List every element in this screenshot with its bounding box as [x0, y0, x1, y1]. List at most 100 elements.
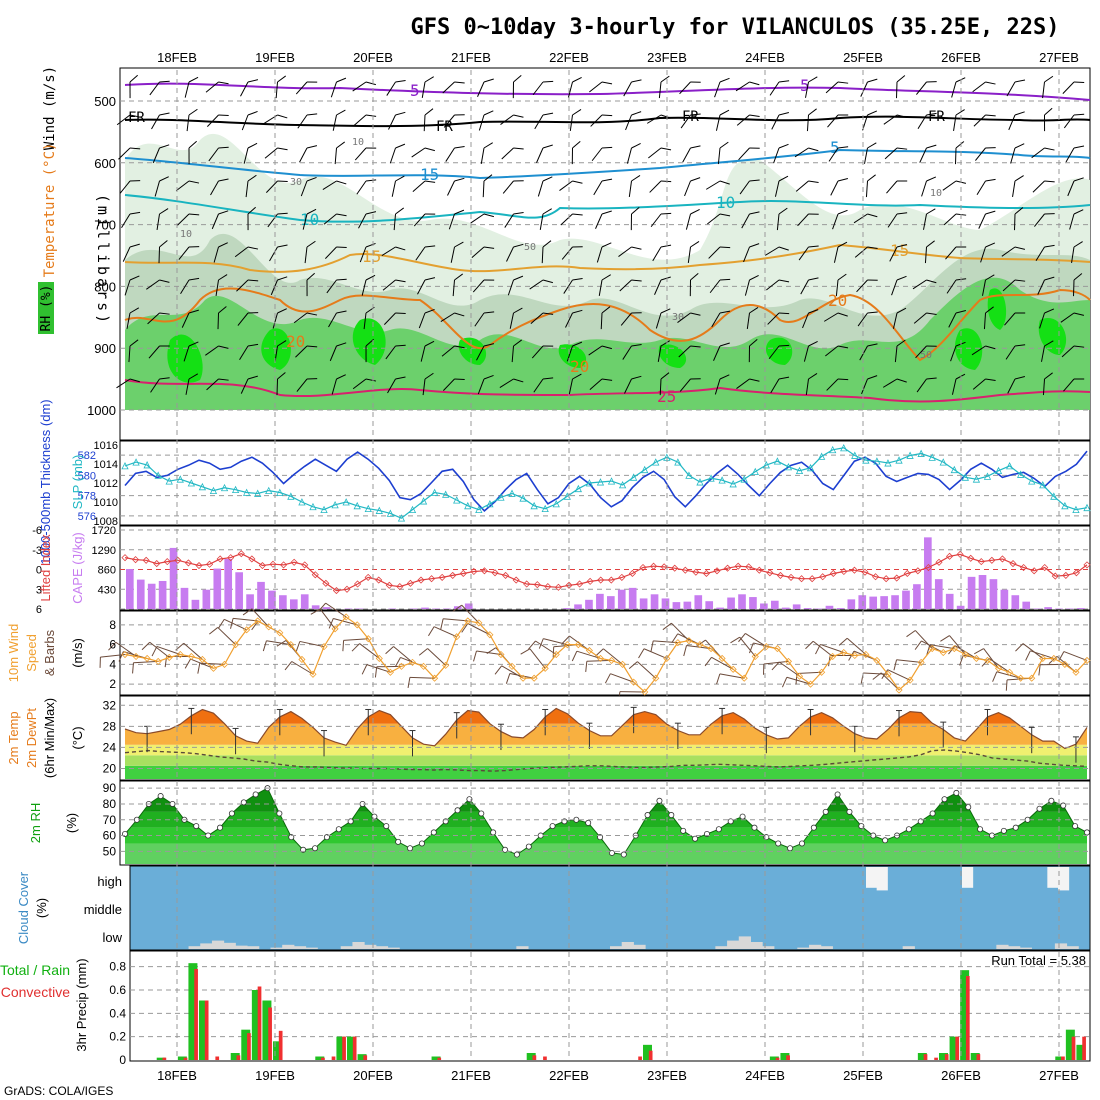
wind-tick: 8	[109, 618, 116, 632]
cape-bar	[585, 599, 593, 609]
rh-tick: 80	[103, 797, 117, 811]
date-label-bottom: 18FEB	[157, 1068, 197, 1083]
wind-barb	[412, 180, 436, 193]
wind-speed-point	[176, 650, 184, 659]
slp-point	[917, 449, 925, 457]
rh-point	[585, 819, 592, 826]
wind-barb	[509, 307, 523, 329]
cape-bar	[300, 594, 309, 609]
rh-point	[680, 827, 687, 834]
wind-speed-point	[276, 629, 284, 637]
wind-speed-point	[707, 645, 715, 653]
wind-barb	[210, 178, 229, 196]
precip-tick: 0.8	[109, 960, 126, 974]
date-label-top: 22FEB	[549, 50, 589, 65]
wind-barb	[359, 242, 376, 263]
wind-speed-point	[220, 660, 229, 668]
precip-total-bar	[780, 1053, 790, 1060]
rh-point	[312, 845, 319, 852]
precip-conv-bar	[437, 1057, 442, 1060]
lifted-point	[1072, 569, 1080, 577]
ylabel-rh2m: 2m RH	[28, 803, 43, 843]
cape-bar	[180, 587, 189, 609]
wind-barb-10m	[528, 640, 557, 655]
date-label-bottom: 24FEB	[745, 1068, 785, 1083]
wind-speed-point	[408, 658, 417, 666]
isotherm-15-blue	[124, 148, 1091, 180]
lifted-point	[893, 574, 901, 582]
rh-point	[1000, 827, 1007, 834]
wind-speed-point	[906, 676, 914, 684]
wind-barb	[654, 276, 671, 295]
wind-barb	[1069, 209, 1084, 230]
wind-barb	[882, 378, 907, 388]
precip-panel: 0.8 0.6 0.4 0.2 0 Run Total = 5.38 Total / R…	[0, 950, 1091, 1067]
wind-speed-point	[209, 664, 218, 672]
wind-barb	[569, 108, 582, 132]
lifted-point	[924, 563, 932, 572]
lifted-point	[819, 573, 827, 581]
wind-barb	[183, 341, 199, 362]
wind-barb	[306, 272, 315, 297]
slp-point	[552, 500, 560, 508]
wind-barb-10m	[230, 617, 258, 629]
wind-barb	[736, 378, 760, 389]
lifted-point	[258, 561, 266, 570]
wind-barb	[353, 114, 377, 127]
wind-barb	[304, 240, 316, 264]
wind-barb	[802, 309, 819, 329]
wind-speed-point	[862, 650, 870, 659]
wind-barb	[267, 212, 288, 228]
wind-barb	[354, 147, 377, 161]
cape-bar	[825, 605, 834, 609]
rh-point	[977, 826, 984, 833]
wind-barb	[365, 338, 374, 363]
upper-wind-barbs	[116, 74, 1085, 396]
label-iso15-orange-a: 15	[362, 247, 381, 266]
precip-conv-bar	[965, 976, 970, 1060]
ylabel-rh2m-unit: (%)	[64, 813, 79, 833]
wind-barb	[418, 308, 435, 329]
wind-barb-10m	[585, 659, 612, 673]
wind-speed-point	[353, 621, 361, 629]
lifted-point	[480, 567, 488, 575]
wind-barb	[506, 243, 524, 262]
wind-barb-10m	[242, 608, 270, 628]
wind-speed-point	[596, 654, 605, 663]
lifted-point	[1020, 563, 1028, 572]
wind-barb	[358, 211, 377, 229]
label-iso15-blue-a: 15	[420, 165, 439, 184]
wind-barb-10m	[781, 676, 811, 688]
wind-barb	[1006, 79, 1026, 97]
lifted-point	[946, 552, 954, 560]
date-label-top: 20FEB	[353, 50, 393, 65]
wind-speed-line	[121, 613, 1091, 696]
cloud-low-bar	[235, 945, 248, 949]
wind-barb	[657, 340, 670, 362]
wind-barb	[217, 306, 227, 330]
lifted-point	[935, 558, 943, 566]
rh-point	[454, 807, 461, 814]
wind-barb	[652, 244, 672, 262]
temp-line	[124, 707, 1088, 750]
precip-conv-bar	[934, 1057, 938, 1060]
slp-point	[806, 463, 815, 472]
pressure-tick: 500	[94, 94, 116, 109]
cape-bar	[279, 595, 287, 609]
wind-barb	[894, 339, 906, 363]
wind-barb-10m	[494, 665, 524, 679]
lifted-point	[565, 581, 573, 589]
wind-speed-point	[530, 674, 538, 682]
precip-conv-bar	[183, 1057, 188, 1060]
lifted-point	[776, 571, 784, 579]
precip-tick: 0	[119, 1053, 126, 1067]
wind-barb	[854, 246, 878, 258]
precip-total-bar	[199, 1000, 208, 1060]
date-label-top: 19FEB	[255, 50, 295, 65]
lifted-point	[523, 580, 531, 588]
wind-speed-point	[652, 674, 660, 682]
slp-point	[187, 479, 195, 487]
rh-tick: 60	[103, 829, 117, 843]
wind-barb	[330, 77, 347, 98]
slp-point	[1061, 501, 1069, 510]
